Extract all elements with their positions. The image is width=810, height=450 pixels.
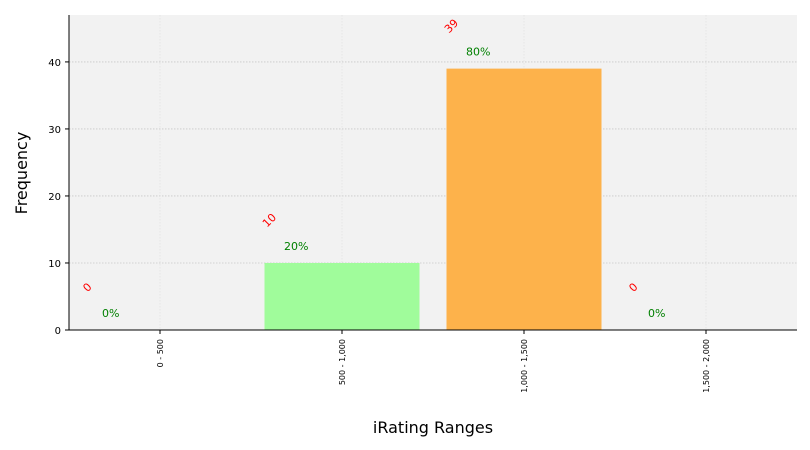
bar bbox=[264, 262, 420, 330]
x-tick-label: 1,500 - 2,000 bbox=[702, 339, 711, 393]
bars bbox=[264, 68, 602, 331]
x-tick-label: 0 - 500 bbox=[156, 339, 165, 367]
y-ticks: 0 10 20 30 40 bbox=[48, 58, 69, 337]
y-axis-label: Frequency bbox=[12, 132, 31, 215]
grid-lines bbox=[69, 15, 797, 330]
percent-label: 0% bbox=[102, 307, 119, 320]
y-tick-label: 0 bbox=[55, 326, 61, 337]
x-ticks: 0 - 500 500 - 1,000 1,000 - 1,500 1,500 - 2… bbox=[156, 330, 711, 393]
y-tick-label: 10 bbox=[48, 259, 61, 270]
x-tick-label: 1,000 - 1,500 bbox=[520, 339, 529, 393]
x-tick-label: 500 - 1,000 bbox=[338, 339, 347, 385]
x-axis-label: iRating Ranges bbox=[373, 418, 493, 437]
y-tick-label: 40 bbox=[48, 58, 61, 69]
plot-area bbox=[69, 15, 797, 330]
bar bbox=[446, 68, 602, 331]
percent-label: 80% bbox=[466, 46, 490, 59]
percent-label: 0% bbox=[648, 307, 665, 320]
percent-label: 20% bbox=[284, 240, 308, 253]
y-tick-label: 20 bbox=[48, 192, 61, 203]
y-tick-label: 30 bbox=[48, 125, 61, 136]
